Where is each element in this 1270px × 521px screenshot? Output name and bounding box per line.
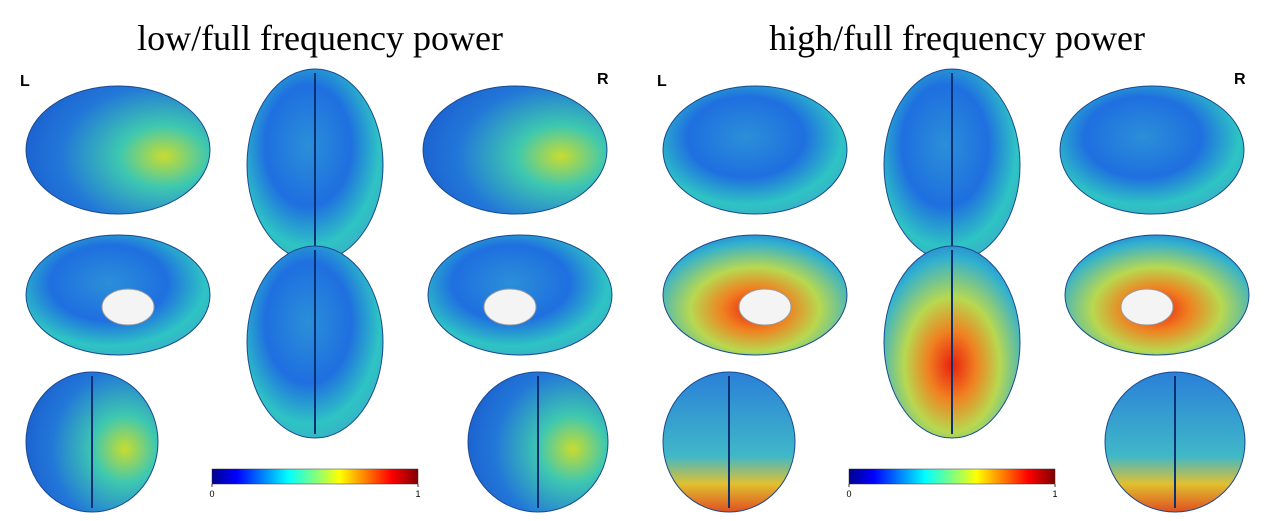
colorbar xyxy=(211,468,419,485)
side-label: R xyxy=(597,71,609,88)
corpus-callosum xyxy=(1120,288,1174,326)
colorbar-tick-label: 1 xyxy=(1052,489,1057,499)
panel-title: high/full frequency power xyxy=(769,18,1145,58)
brain-view xyxy=(422,85,608,215)
brain-view xyxy=(25,85,211,215)
side-label: L xyxy=(657,73,667,90)
colorbar-tick-label: 1 xyxy=(415,489,420,499)
panel-title: low/full frequency power xyxy=(137,18,503,58)
corpus-callosum xyxy=(738,288,792,326)
brain-view xyxy=(662,85,848,215)
corpus-callosum xyxy=(101,288,155,326)
corpus-callosum xyxy=(483,288,537,326)
brain-view xyxy=(1059,85,1245,215)
colorbar xyxy=(848,468,1056,485)
labels: low/full frequency power L R 0 1 high/full fr… xyxy=(20,18,1246,499)
colorbar-tick-label: 0 xyxy=(846,489,851,499)
side-label: R xyxy=(1234,71,1246,88)
brain-renders xyxy=(25,68,1250,513)
colorbar-tick-label: 0 xyxy=(209,489,214,499)
side-label: L xyxy=(20,73,30,90)
